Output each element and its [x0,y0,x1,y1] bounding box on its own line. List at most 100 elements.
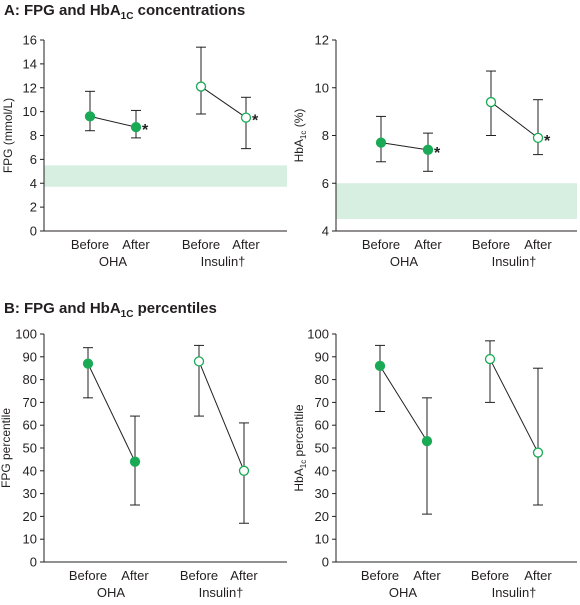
y-tick-label: 0 [30,555,37,570]
significance-marker: * [142,122,149,139]
y-tick-label: 12 [315,33,329,48]
series-line [379,365,428,442]
y-tick-label: 0 [322,555,329,570]
y-tick-label: 40 [315,463,329,478]
y-tick-label: 10 [23,104,37,119]
y-tick-label: 80 [23,372,37,387]
x-group-label: Insulin† [492,254,537,269]
x-category-label: After [414,237,442,252]
y-tick-label: 90 [315,349,329,364]
y-tick-label: 50 [23,441,37,456]
y-tick-label: 6 [30,152,37,167]
series-line [380,142,429,151]
y-axis-label: HbA1c percentile [292,404,308,491]
y-tick-label: 14 [23,56,37,71]
y-tick-label: 100 [15,327,37,342]
series-line [87,363,136,462]
section-b-title-post: percentiles [133,300,217,317]
y-tick-label: 16 [23,33,37,48]
data-point [532,132,544,144]
data-point [130,121,142,133]
section-a-title-post: concentrations [133,2,246,19]
x-group-label: OHA [97,585,126,600]
x-category-label: Before [69,568,107,583]
y-tick-label: 50 [315,441,329,456]
section-a-title-sub: 1C [120,11,134,22]
series-line [490,101,539,139]
y-tick-label: 20 [23,509,37,524]
significance-marker: * [544,133,551,150]
significance-marker: * [252,113,259,130]
data-point [374,360,386,372]
y-tick-label: 70 [23,395,37,410]
y-tick-label: 90 [23,349,37,364]
y-tick-label: 8 [322,128,329,143]
x-group-label: Insulin† [201,254,246,269]
series-line [89,115,137,128]
y-tick-label: 30 [23,486,37,501]
data-point [422,144,434,155]
section-b-title: B: FPG and HbA1C percentiles [4,300,217,320]
x-category-label: Before [471,568,509,583]
y-axis-label: HbA1c (%) [292,109,308,163]
x-category-label: Before [362,237,400,252]
data-point [195,81,207,92]
y-tick-label: 2 [30,200,37,215]
section-b-title-pre: FPG and HbA [24,300,121,317]
x-category-label: After [122,237,150,252]
section-b-title-sub: 1C [120,309,134,320]
data-point [532,447,544,458]
data-point [238,465,250,476]
data-point [484,353,496,365]
x-category-label: After [232,237,260,252]
x-category-label: Before [180,568,218,583]
x-category-label: After [230,568,258,583]
x-group-label: OHA [99,254,128,269]
y-tick-label: 70 [315,395,329,410]
data-point [129,456,141,467]
y-tick-label: 10 [23,532,37,547]
data-point [193,356,205,367]
x-category-label: Before [472,237,510,252]
significance-marker: * [434,145,441,162]
x-category-label: Before [361,568,399,583]
series-line [198,361,245,471]
y-tick-label: 30 [315,486,329,501]
section-a-title-pre: FPG and HbA [24,2,121,19]
x-group-label: OHA [389,585,418,600]
y-tick-label: 100 [307,327,329,342]
x-category-label: After [413,568,441,583]
x-group-label: OHA [390,254,419,269]
x-category-label: After [121,568,149,583]
y-tick-label: 10 [315,80,329,95]
x-category-label: After [524,568,552,583]
y-tick-label: 8 [30,128,37,143]
data-point [84,111,96,122]
series-line [200,86,247,119]
data-point [82,358,94,369]
data-point [240,112,252,123]
y-tick-label: 60 [23,418,37,433]
target-range-band [336,183,577,220]
x-category-label: Before [182,237,220,252]
y-tick-label: 4 [322,224,329,239]
y-tick-label: 12 [23,80,37,95]
y-tick-label: 80 [315,372,329,387]
y-axis-label: FPG (mmol/L) [1,98,15,173]
data-point [485,96,497,108]
y-tick-label: 10 [315,532,329,547]
x-group-label: Insulin† [199,585,244,600]
section-a-title: A: FPG and HbA1C concentrations [4,2,245,22]
section-b-prefix: B: [4,300,20,317]
data-point [375,137,387,148]
x-category-label: After [524,237,552,252]
y-tick-label: 4 [30,176,37,191]
section-a-prefix: A: [4,2,20,19]
series-line [489,358,539,453]
y-tick-label: 6 [322,176,329,191]
data-point [421,436,433,447]
y-tick-label: 20 [315,509,329,524]
y-tick-label: 0 [30,224,37,239]
y-tick-label: 40 [23,463,37,478]
